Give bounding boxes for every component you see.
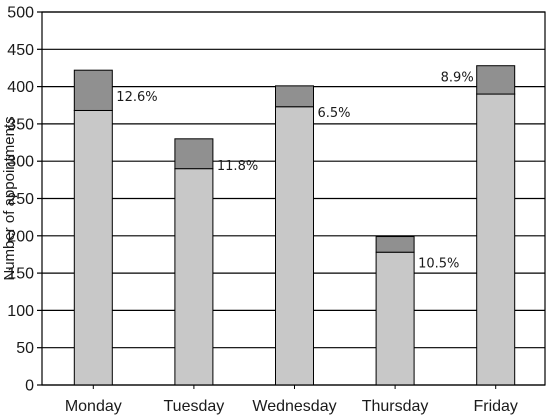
y-tick-label: 300 [7,154,34,171]
bar-segment-top [275,85,314,108]
y-axis: 0 50 100 150 200 250 300 350 400 450 500 [7,5,42,395]
y-tick-label: 350 [7,116,34,133]
bars [73,65,516,386]
y-tick-label: 150 [7,266,34,283]
y-tick-label: 450 [7,42,34,59]
bar-segment-base [174,168,214,386]
percent-label: 11.8% [217,159,258,174]
percent-label: 6.5% [318,106,351,121]
bar-segment-base [73,109,113,386]
x-tick-label: Friday [473,398,517,415]
x-tick-label: Monday [65,398,122,415]
x-axis: Monday Tuesday Wednesday Thursday Friday [65,385,518,415]
percent-labels: 12.6% 11.8% 6.5% 10.5% 8.9% [116,71,473,272]
y-axis-title: Number of appointments [1,116,18,280]
y-tick-label: 50 [16,340,34,357]
y-tick-label: 250 [7,191,34,208]
bar-segment-top [476,65,516,95]
x-tick-label: Thursday [362,398,429,415]
y-tick-label: 200 [7,228,34,245]
y-tick-label: 0 [25,378,34,395]
x-tick-label: Wednesday [252,398,336,415]
x-tick-label: Tuesday [164,398,225,415]
bar-segment-base [275,106,314,386]
y-tick-label: 100 [7,303,34,320]
bar-segment-top [73,69,113,111]
y-tick-label: 400 [7,79,34,96]
bar-segment-base [476,93,516,386]
bar-segment-top [174,138,214,170]
y-tick-label: 500 [7,5,34,22]
bar-segment-top [375,236,415,253]
bar-segment-base [375,251,415,386]
percent-label: 12.6% [116,90,157,105]
percent-label: 10.5% [418,257,459,272]
percent-label: 8.9% [441,71,474,86]
plot-frame [41,11,546,386]
